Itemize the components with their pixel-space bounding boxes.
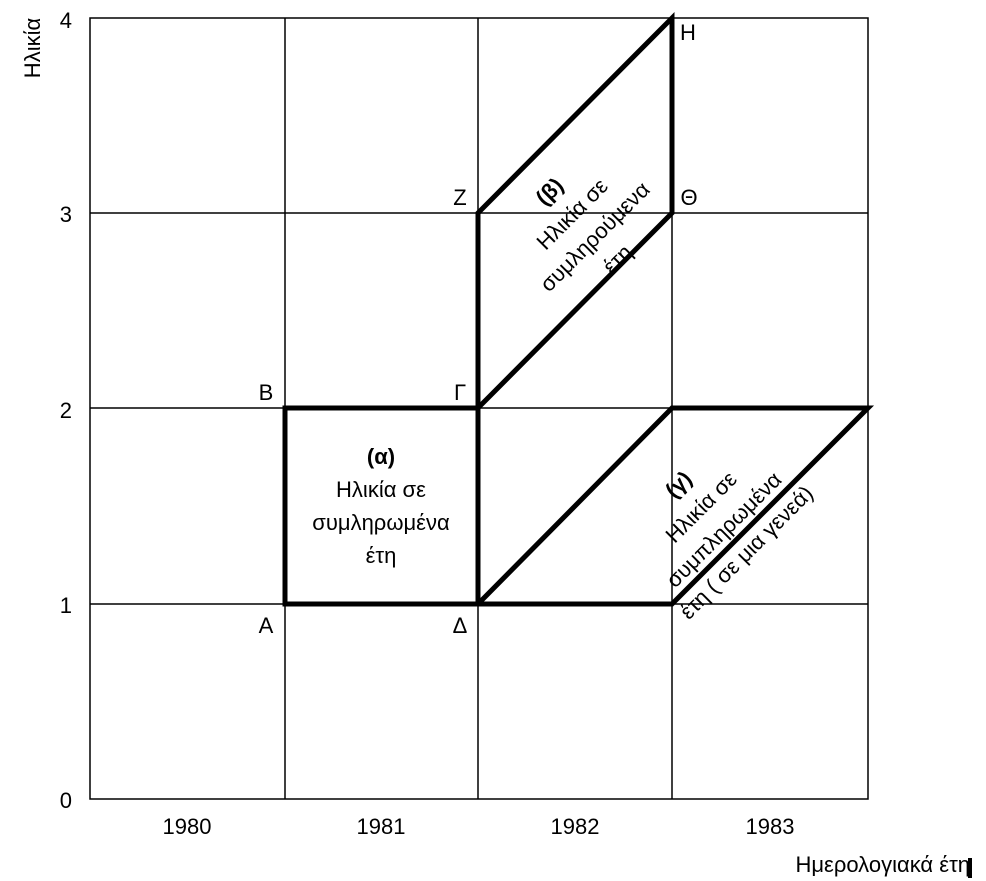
- region-b-label: (β) Ηλικία σε συμληρούμενα έτη: [531, 173, 655, 297]
- x-category-1983: 1983: [746, 814, 795, 839]
- region-a-line-3: έτη: [366, 543, 397, 568]
- x-category-1980: 1980: [163, 814, 212, 839]
- region-a-tag: (α): [367, 444, 395, 469]
- point-label-A: Α: [259, 613, 274, 638]
- point-label-H: Η: [680, 20, 696, 45]
- x-category-1982: 1982: [551, 814, 600, 839]
- region-a-label: (α) Ηλικία σε συμληρωμένα έτη: [312, 444, 450, 568]
- region-c-parallelogram: [472, 405, 875, 607]
- x-axis-title: Ημερολογιακά έτη: [795, 852, 970, 877]
- cursor-mark: [968, 858, 972, 878]
- y-tick-2: 2: [60, 398, 72, 423]
- y-tick-3: 3: [60, 202, 72, 227]
- y-tick-4: 4: [60, 8, 72, 33]
- point-label-B: Β: [259, 380, 274, 405]
- point-label-G: Γ: [454, 380, 466, 405]
- point-label-Z: Ζ: [453, 185, 466, 210]
- x-category-1981: 1981: [357, 814, 406, 839]
- region-a-line-2: συμληρωμένα: [312, 510, 450, 535]
- point-label-TH: Θ: [680, 185, 697, 210]
- y-axis-title: Ηλικία: [20, 18, 45, 79]
- region-c-tag: (γ): [660, 466, 697, 503]
- y-tick-0: 0: [60, 788, 72, 813]
- point-label-D: Δ: [453, 613, 468, 638]
- y-tick-1: 1: [60, 593, 72, 618]
- region-b-parallelogram: [475, 11, 675, 415]
- region-a-square: [282, 405, 481, 607]
- region-a-line-1: Ηλικία σε: [336, 477, 426, 502]
